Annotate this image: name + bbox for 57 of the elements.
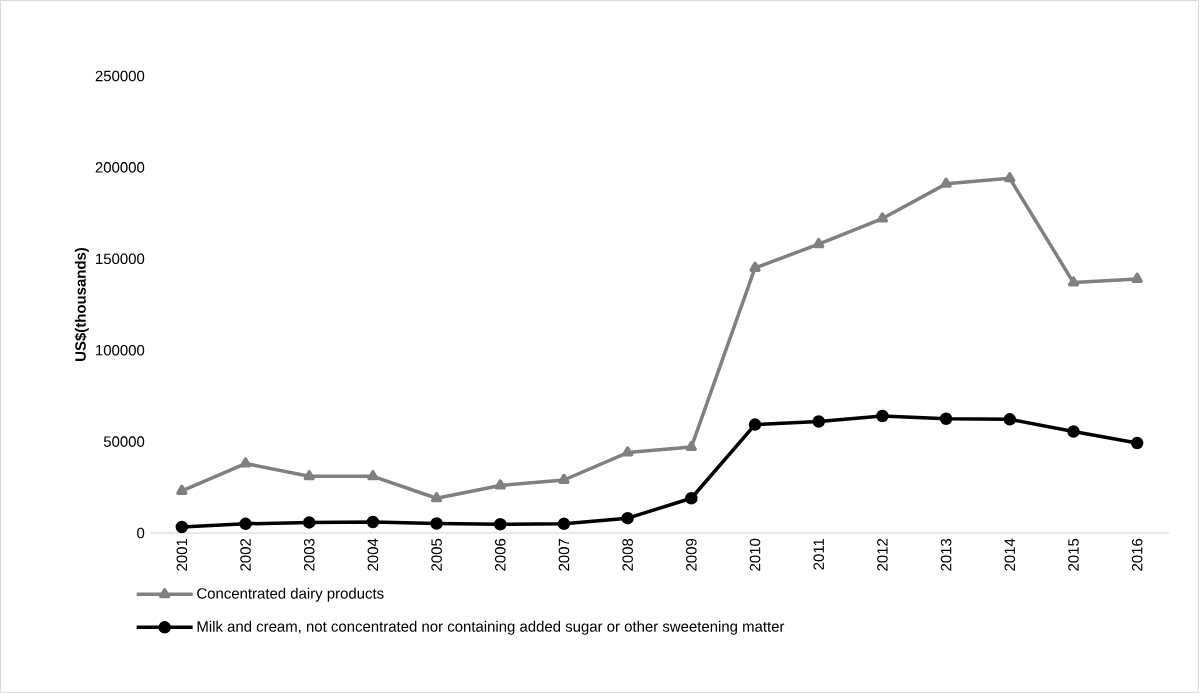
point (749, 261, 761, 272)
x-tick-label: 2002 (240, 538, 251, 571)
point (557, 517, 571, 531)
point (1131, 272, 1143, 283)
point (940, 177, 952, 188)
point (1004, 172, 1016, 183)
point (876, 409, 889, 423)
point (939, 412, 953, 425)
point (621, 511, 634, 525)
point (558, 473, 570, 484)
point (303, 470, 315, 481)
x-tick-label: 2012 (877, 538, 888, 571)
y-tick-label: 250000 (95, 70, 145, 82)
x-tick-label: 2005 (431, 538, 442, 571)
x-tick-label: 2013 (940, 538, 952, 571)
x-tick-label: 2008 (622, 538, 633, 571)
point (1067, 425, 1080, 438)
point (302, 516, 316, 529)
point (176, 484, 188, 495)
y-tick-label: 150000 (96, 253, 145, 265)
x-tick-label: 2015 (1068, 538, 1079, 571)
point (366, 515, 380, 529)
y-tick-label: 200000 (95, 162, 145, 173)
y-tick-label: 0 (137, 527, 145, 539)
x-tick-label: 2010 (749, 538, 761, 571)
point (430, 517, 443, 530)
y-tick-label: 50000 (103, 436, 145, 447)
x-tick-label: 2014 (1004, 538, 1016, 571)
legend-label: Concentrated dairy products (197, 587, 384, 602)
x-tick-label: 2007 (558, 538, 570, 571)
point (175, 520, 189, 534)
x-tick-label: 2003 (303, 538, 315, 571)
point (876, 212, 889, 223)
point (812, 415, 825, 428)
point (685, 492, 698, 505)
point (367, 470, 379, 481)
x-tick-label: 2001 (176, 538, 188, 571)
point (813, 237, 825, 249)
x-tick-label: 2009 (686, 538, 697, 571)
x-tick-label: 2016 (1131, 538, 1143, 571)
point (494, 479, 506, 490)
x-tick-label: 2004 (367, 538, 379, 571)
point (239, 457, 252, 468)
point (494, 517, 507, 531)
point (430, 492, 443, 503)
point (239, 517, 252, 531)
point (685, 440, 697, 452)
x-tick-label: 2006 (494, 538, 506, 571)
x-tick-label: 2011 (813, 538, 824, 570)
point (1003, 413, 1017, 426)
y-axis-title: US$(thousands) (74, 247, 89, 361)
point (748, 418, 762, 431)
y-tick-label: 100000 (96, 344, 145, 356)
legend-label: Milk and cream, not concentrated nor containing added sugar or other sweetening matter (197, 620, 785, 635)
point (1067, 276, 1080, 287)
point (1130, 436, 1144, 450)
point (622, 446, 634, 457)
